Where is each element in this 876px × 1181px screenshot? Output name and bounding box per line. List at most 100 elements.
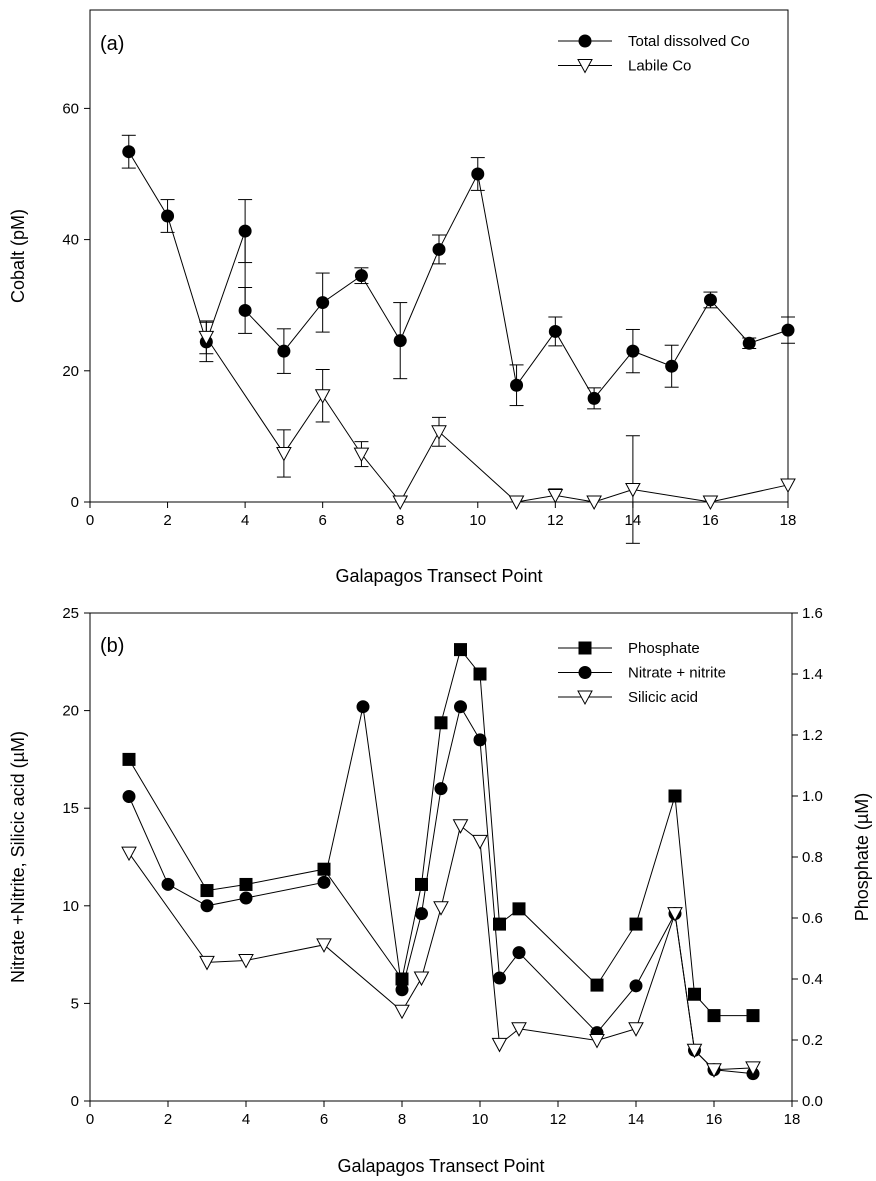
data-point: [413, 971, 430, 987]
x-axis: 0 2 4 6 8 10 12 14 16 18: [86, 502, 797, 529]
series-line: [128, 824, 754, 1071]
legend-label: Labile Co: [628, 58, 691, 75]
data-point: [277, 344, 291, 358]
data-point: [356, 700, 370, 714]
y-tick-label: 20: [62, 363, 79, 380]
legend-entry: Phosphate: [558, 640, 700, 657]
y-tick-label: 20: [62, 703, 79, 720]
data-point: [548, 324, 562, 338]
x-tick-label: 18: [780, 512, 797, 529]
x-tick-label: 6: [320, 1111, 328, 1128]
legend-label: Total dissolved Co: [628, 33, 750, 50]
data-point: [688, 987, 701, 1001]
data-point: [667, 907, 683, 922]
series-line: [205, 337, 789, 503]
panel-label: (b): [100, 635, 124, 657]
legend-marker: [577, 59, 593, 74]
data-point: [434, 716, 448, 730]
data-point: [742, 336, 756, 350]
data-point: [353, 447, 370, 463]
x-tick-label: 4: [242, 1111, 250, 1128]
data-point: [394, 1004, 410, 1020]
data-point: [493, 917, 506, 931]
x-tick-label: 14: [628, 1111, 645, 1128]
data-point: [780, 478, 796, 493]
data-point: [629, 979, 643, 993]
y2-tick-label: 0.8: [802, 849, 823, 866]
y2-tick-label: 0.0: [802, 1093, 823, 1110]
data-point: [432, 242, 446, 256]
data-point: [452, 819, 469, 834]
data-point: [626, 344, 640, 358]
data-point: [238, 953, 254, 969]
data-point: [122, 145, 136, 159]
panel-label: (a): [100, 33, 124, 55]
legend-entry: Nitrate + nitrite: [558, 665, 726, 682]
x-tick-label: 2: [164, 1111, 172, 1128]
data-point: [434, 782, 448, 796]
data-point: [239, 877, 253, 891]
data-point: [239, 891, 253, 905]
data-point: [122, 789, 136, 803]
data-point: [512, 902, 526, 916]
data-point: [317, 875, 331, 889]
series-silicic-acid: [121, 819, 761, 1078]
series-phosphate: [122, 643, 760, 1023]
data-point: [665, 359, 679, 373]
data-point: [316, 938, 332, 953]
series-total-dissolved-co: [121, 134, 795, 410]
plot-frame: [89, 612, 793, 1102]
x-tick-label: 0: [86, 512, 94, 529]
data-point: [392, 495, 409, 511]
data-point: [547, 488, 564, 504]
legend-label: Phosphate: [628, 640, 700, 657]
legend-marker: [578, 666, 592, 679]
x-axis-title: Galapagos Transect Point: [335, 566, 542, 586]
y-axis: 0 20 40 60: [62, 100, 90, 511]
data-point: [512, 946, 526, 960]
data-point: [316, 296, 330, 310]
data-point: [238, 224, 252, 238]
data-point: [746, 1009, 760, 1023]
data-point: [511, 1022, 527, 1037]
data-point: [586, 495, 602, 511]
y-tick-label: 60: [62, 100, 79, 117]
y-tick-label: 0: [71, 494, 79, 511]
data-point: [590, 978, 604, 992]
y2-tick-label: 1.0: [802, 788, 823, 805]
series-line: [128, 151, 789, 400]
legend-entry: Total dissolved Co: [558, 33, 750, 50]
data-point: [122, 752, 136, 766]
data-point: [508, 495, 525, 511]
data-point: [587, 391, 601, 405]
y-axis: 0 5 10 15 20 25: [62, 605, 90, 1110]
data-point: [161, 877, 175, 891]
panel-b-nutrient-chart: 0 2 4 6 8 10 12 14 16 18 0 5 10 15 20 25 0.0 0.2 0.4 0.6 0.8…: [8, 605, 872, 1176]
x-axis-title: Galapagos Transect Point: [337, 1156, 544, 1176]
plot-frame: [89, 9, 789, 503]
series-labile-co: [198, 320, 796, 544]
x-tick-label: 8: [396, 512, 404, 529]
data-point: [276, 446, 292, 462]
legend-marker: [577, 690, 593, 706]
data-point: [493, 971, 506, 985]
data-point: [628, 1022, 644, 1037]
data-point: [745, 1061, 761, 1076]
legend-marker: [578, 34, 592, 48]
data-point: [510, 378, 524, 392]
y-tick-label: 5: [71, 995, 79, 1012]
series-nitrate-nitrite: [122, 700, 760, 1081]
data-point: [393, 334, 407, 348]
data-point: [317, 862, 331, 876]
data-point: [415, 877, 428, 891]
x-tick-label: 16: [702, 512, 719, 529]
data-point: [471, 167, 485, 181]
data-point: [415, 907, 428, 921]
legend-label: Nitrate + nitrite: [628, 665, 726, 682]
data-point: [491, 1037, 508, 1053]
y-tick-label: 10: [62, 898, 79, 915]
data-point: [473, 733, 487, 747]
data-point: [433, 901, 449, 916]
